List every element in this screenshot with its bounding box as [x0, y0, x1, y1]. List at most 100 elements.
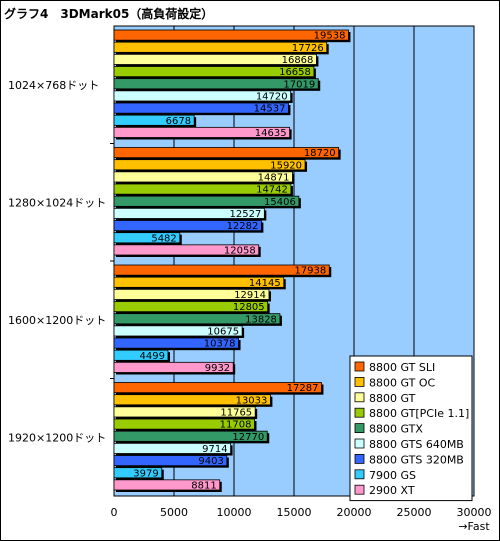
- legend-swatch-4: [354, 423, 365, 434]
- value-label-3-7: 3979: [133, 468, 158, 479]
- bar-2-3: [113, 301, 269, 313]
- bar-2-4: [113, 313, 281, 325]
- value-label-0-0: 19538: [314, 31, 346, 42]
- value-label-3-0: 17287: [287, 383, 319, 394]
- legend-label-2: 8800 GT: [369, 392, 416, 405]
- legend-swatch-8: [354, 484, 365, 495]
- axis-suffix: →Fast: [458, 520, 490, 533]
- category-label-0: 1024×768ドット: [8, 79, 99, 92]
- value-label-3-8: 8811: [191, 481, 216, 492]
- legend-label-6: 8800 GTS 320MB: [369, 453, 464, 466]
- value-label-1-1: 15920: [270, 160, 302, 171]
- value-label-2-3: 12805: [233, 302, 265, 313]
- x-tick-label-25000: 25000: [397, 506, 432, 519]
- bar-0-4: [113, 78, 319, 90]
- bar-1-0: [113, 147, 340, 159]
- bar-0-1: [113, 41, 328, 53]
- legend-swatch-6: [354, 453, 365, 464]
- legend-label-8: 2900 XT: [369, 484, 415, 497]
- value-label-1-2: 14871: [258, 173, 290, 184]
- value-label-3-2: 11765: [220, 408, 252, 419]
- value-label-0-5: 14720: [256, 92, 288, 103]
- bar-0-6: [113, 102, 289, 114]
- x-tick-label-20000: 20000: [337, 506, 372, 519]
- legend-swatch-3: [354, 407, 365, 418]
- value-label-2-0: 17938: [294, 266, 326, 277]
- legend-label-1: 8800 GT OC: [369, 376, 435, 389]
- value-label-0-3: 16658: [279, 67, 311, 78]
- value-label-1-7: 5482: [151, 233, 176, 244]
- bar-0-8: [113, 126, 291, 138]
- value-label-1-3: 14742: [256, 185, 288, 196]
- bar-2-0: [113, 264, 330, 276]
- value-label-2-5: 10675: [207, 327, 239, 338]
- bar-1-1: [113, 159, 306, 171]
- legend-label-7: 7900 GS: [369, 469, 416, 482]
- bar-1-7: [113, 232, 181, 244]
- value-label-0-6: 14537: [254, 104, 286, 115]
- bar-2-5: [113, 325, 243, 337]
- bar-1-5: [113, 207, 265, 219]
- value-label-0-7: 6678: [166, 116, 191, 127]
- value-label-1-5: 12527: [230, 209, 262, 220]
- bar-0-3: [113, 66, 315, 78]
- x-tick-label-5000: 5000: [160, 506, 188, 519]
- value-label-1-8: 12058: [224, 246, 256, 257]
- value-label-1-0: 18720: [304, 148, 336, 159]
- bar-3-6: [113, 455, 228, 467]
- value-label-1-6: 12282: [227, 221, 259, 232]
- bar-2-6: [113, 337, 239, 349]
- x-tick-label-15000: 15000: [277, 506, 312, 519]
- bar-3-2: [113, 406, 256, 418]
- legend-swatch-7: [354, 469, 365, 480]
- bar-3-4: [113, 430, 268, 442]
- legend-swatch-0: [354, 361, 365, 372]
- bar-1-3: [113, 183, 292, 195]
- legend: [349, 355, 473, 502]
- legend-swatch-2: [354, 392, 365, 403]
- bar-3-0: [113, 382, 322, 394]
- bar-0-5: [113, 90, 292, 102]
- value-label-2-7: 4499: [140, 351, 165, 362]
- value-label-3-4: 12770: [232, 432, 264, 443]
- legend-label-4: 8800 GTX: [369, 423, 423, 436]
- bar-2-1: [113, 276, 285, 288]
- value-label-2-1: 14145: [249, 278, 281, 289]
- bar-2-7: [113, 349, 169, 361]
- value-label-0-8: 14635: [255, 128, 287, 139]
- value-label-2-2: 12914: [234, 290, 266, 301]
- category-label-2: 1600×1200ドット: [8, 314, 106, 327]
- value-label-3-6: 9403: [198, 456, 223, 467]
- bar-0-7: [113, 114, 195, 126]
- category-label-1: 1280×1024ドット: [8, 196, 106, 209]
- value-label-1-4: 15406: [264, 197, 296, 208]
- legend-label-5: 8800 GTS 640MB: [369, 438, 464, 451]
- legend-swatch-1: [354, 376, 365, 387]
- bar-0-0: [113, 29, 349, 41]
- value-label-3-1: 13033: [236, 395, 268, 406]
- value-label-0-4: 17019: [283, 79, 315, 90]
- legend-swatch-5: [354, 438, 365, 449]
- value-label-0-2: 16868: [282, 55, 314, 66]
- value-label-3-3: 11708: [220, 420, 252, 431]
- value-label-2-4: 13828: [245, 314, 277, 325]
- bar-3-3: [113, 418, 255, 430]
- bar-1-6: [113, 220, 262, 232]
- value-label-2-6: 10378: [204, 339, 236, 350]
- value-label-0-1: 17726: [292, 43, 324, 54]
- bar-3-5: [113, 442, 231, 454]
- bar-3-8: [113, 479, 221, 491]
- bar-2-8: [113, 361, 234, 373]
- bar-3-1: [113, 394, 271, 406]
- value-label-2-8: 9932: [205, 363, 230, 374]
- value-label-3-5: 9714: [202, 444, 227, 455]
- bar-0-2: [113, 53, 317, 65]
- chart-title: グラフ4 3DMark05（高負荷設定）: [4, 7, 214, 21]
- x-tick-label-10000: 10000: [217, 506, 252, 519]
- legend-label-0: 8800 GT SLI: [369, 361, 435, 374]
- bar-1-8: [113, 244, 260, 256]
- x-tick-label-30000: 30000: [457, 506, 492, 519]
- bar-2-2: [113, 288, 270, 300]
- category-label-3: 1920×1200ドット: [8, 431, 106, 444]
